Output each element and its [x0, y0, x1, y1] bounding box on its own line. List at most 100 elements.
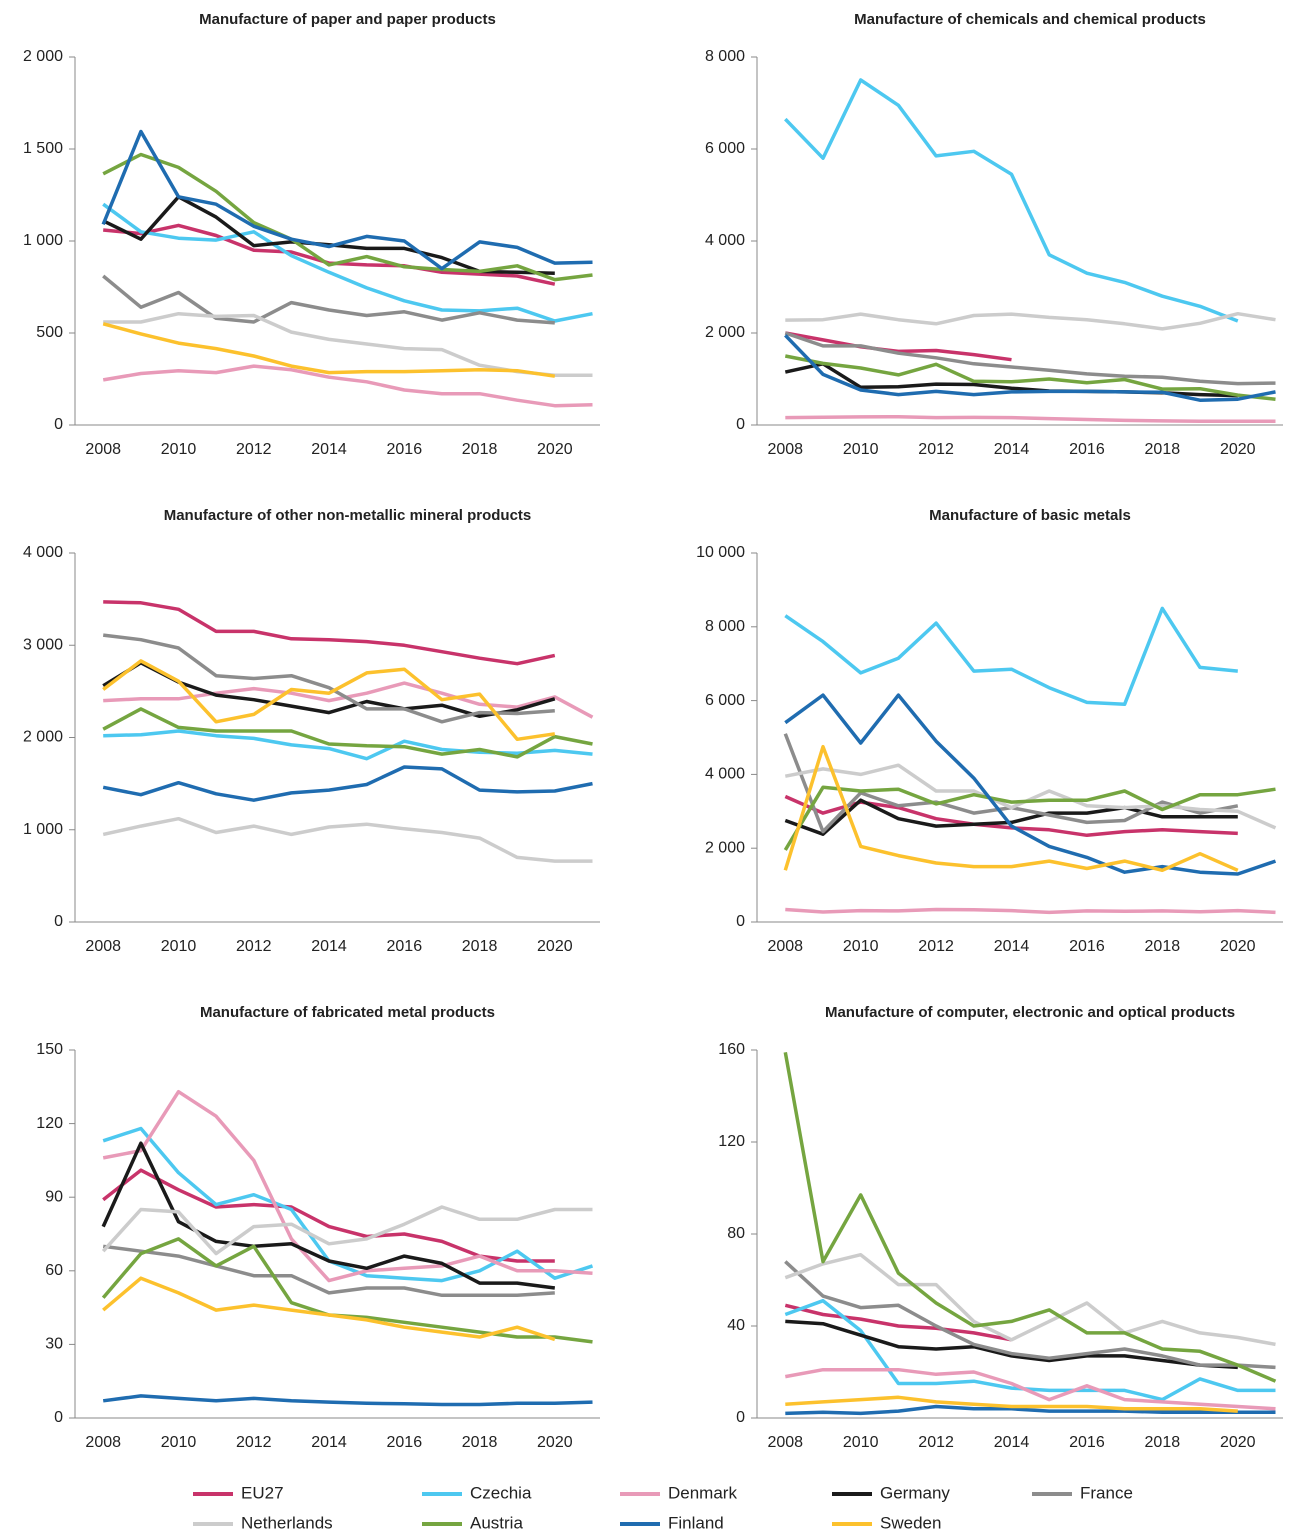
y-tick-label: 1 000: [23, 232, 63, 249]
series-line: [784, 1303, 1012, 1342]
series-line: [102, 659, 556, 742]
y-tick-label: 90: [45, 1188, 63, 1205]
x-tick-label: 2008: [767, 1434, 803, 1451]
y-tick-label: 2 000: [705, 839, 745, 856]
y-tick-label: 2 000: [23, 48, 63, 65]
series-line: [102, 765, 593, 802]
series-line: [102, 707, 593, 759]
series-line: [103, 729, 593, 761]
chart-title: Manufacture of other non-metallic minera…: [164, 507, 532, 524]
series-line: [784, 1260, 1276, 1370]
series-line: [102, 1126, 594, 1283]
series-line: [102, 152, 593, 282]
x-tick-label: 2010: [843, 938, 879, 955]
x-tick-label: 2008: [767, 441, 803, 458]
x-tick-label: 2018: [1145, 1434, 1181, 1451]
x-tick-label: 2012: [918, 441, 954, 458]
x-tick-label: 2008: [85, 441, 121, 458]
y-tick-label: 0: [736, 1409, 745, 1426]
y-tick-label: 8 000: [705, 618, 745, 635]
series-line: [785, 1319, 1238, 1370]
x-tick-label: 2020: [537, 1434, 573, 1451]
x-tick-label: 2018: [1145, 938, 1181, 955]
panel: Manufacture of chemicals and chemical pr…: [705, 11, 1283, 458]
x-tick-label: 2018: [462, 938, 498, 955]
y-tick-label: 4 000: [705, 232, 745, 249]
y-tick-label: 0: [54, 913, 63, 930]
x-tick-label: 2010: [161, 1434, 197, 1451]
legend-label: Austria: [470, 1513, 523, 1532]
y-tick-label: 0: [736, 416, 745, 433]
series-line: [784, 798, 1238, 836]
x-tick-label: 2010: [843, 1434, 879, 1451]
series-line: [101, 129, 593, 271]
y-tick-label: 40: [727, 1317, 745, 1334]
y-tick-label: 120: [718, 1133, 745, 1150]
x-tick-label: 2012: [236, 1434, 272, 1451]
y-tick-label: 6 000: [705, 140, 745, 157]
series-line: [101, 1141, 556, 1290]
series-line: [103, 311, 593, 378]
series-line: [784, 693, 1277, 876]
chart-title: Manufacture of fabricated metal products: [200, 1004, 495, 1021]
series-line: [785, 414, 1276, 424]
y-tick-label: 0: [54, 1409, 63, 1426]
y-tick-label: 6 000: [705, 692, 745, 709]
series-line: [102, 633, 555, 724]
y-tick-label: 3 000: [23, 636, 63, 653]
y-tick-label: 120: [36, 1115, 63, 1132]
series-line: [785, 907, 1276, 915]
series-line: [102, 1244, 555, 1298]
x-tick-label: 2020: [1220, 441, 1256, 458]
x-tick-label: 2008: [85, 938, 121, 955]
legend-label: EU27: [241, 1483, 284, 1502]
series-line: [784, 331, 1012, 362]
x-tick-label: 2012: [918, 938, 954, 955]
x-tick-label: 2020: [1220, 938, 1256, 955]
x-tick-label: 2016: [387, 441, 423, 458]
legend-label: Finland: [668, 1513, 724, 1532]
series-line: [783, 744, 1239, 873]
panel: Manufacture of other non-metallic minera…: [23, 507, 600, 955]
x-tick-label: 2014: [994, 1434, 1030, 1451]
series-line: [783, 1051, 1277, 1383]
y-tick-label: 8 000: [705, 48, 745, 65]
series-line: [784, 763, 1277, 830]
series-line: [102, 1168, 555, 1263]
series-line: [784, 1252, 1276, 1347]
x-tick-label: 2018: [462, 1434, 498, 1451]
panel: Manufacture of computer, electronic and …: [718, 1004, 1283, 1451]
series-line: [102, 1089, 593, 1283]
x-tick-label: 2020: [537, 441, 573, 458]
series-line: [785, 1395, 1238, 1413]
series-line: [102, 274, 555, 325]
series-line: [783, 785, 1276, 851]
panel: Manufacture of fabricated metal products…: [36, 1004, 600, 1451]
x-tick-label: 2014: [311, 938, 347, 955]
series-line: [785, 1404, 1276, 1416]
series-line: [784, 331, 1276, 386]
series-line: [784, 606, 1238, 707]
x-tick-label: 2018: [1145, 441, 1181, 458]
series-line: [784, 1367, 1276, 1411]
chart-title: Manufacture of chemicals and chemical pr…: [854, 11, 1206, 28]
y-tick-label: 1 500: [23, 140, 63, 157]
x-tick-label: 2016: [1069, 441, 1105, 458]
y-tick-label: 60: [45, 1262, 63, 1279]
y-tick-label: 4 000: [705, 766, 745, 783]
series-line: [102, 1276, 556, 1342]
x-tick-label: 2012: [918, 1434, 954, 1451]
series-line: [784, 354, 1276, 401]
series-line: [102, 364, 593, 408]
x-tick-label: 2010: [843, 441, 879, 458]
y-tick-label: 80: [727, 1225, 745, 1242]
series-line: [103, 600, 556, 666]
series-line: [102, 322, 556, 378]
y-tick-label: 30: [45, 1336, 63, 1353]
y-tick-label: 160: [718, 1041, 745, 1058]
y-tick-label: 4 000: [23, 544, 63, 561]
x-tick-label: 2014: [311, 441, 347, 458]
y-tick-label: 1 000: [23, 821, 63, 838]
series-line: [103, 223, 556, 286]
legend-label: Denmark: [668, 1483, 737, 1502]
